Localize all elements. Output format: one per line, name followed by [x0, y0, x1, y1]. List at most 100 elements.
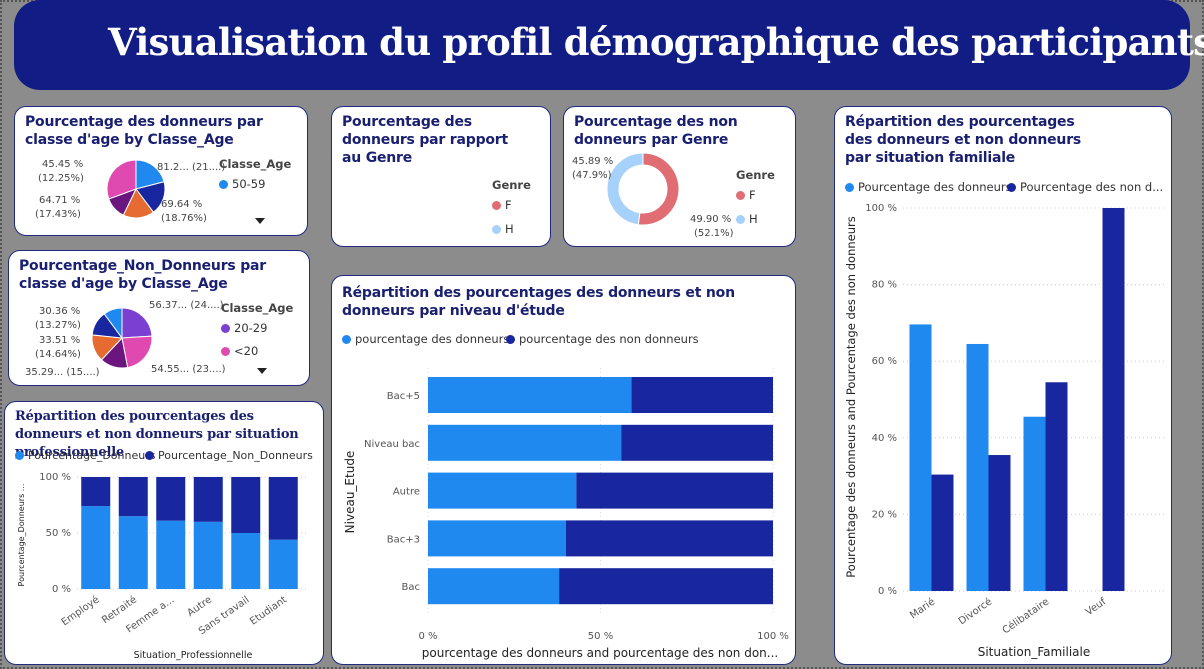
slice-label: 69.64 %: [161, 199, 203, 210]
slice-label: 33.51 %: [39, 335, 81, 346]
x-tick-label: 100 %: [757, 631, 789, 642]
bar-non-donneurs: [231, 477, 261, 533]
legend-item[interactable]: F: [736, 188, 756, 202]
slice-label: (17.43%): [35, 209, 81, 220]
legend-title: Genre: [736, 168, 775, 182]
legend-dot: [506, 335, 515, 344]
legend-dot: [221, 324, 230, 333]
legend-dot: [492, 201, 501, 210]
bar-non-donneurs: [193, 477, 223, 522]
genre-donneurs-card[interactable]: Pourcentage des donneurs par rapport au …: [331, 106, 551, 247]
bar-non-donneurs: [631, 377, 773, 413]
slice-label: 56.37... (24....): [149, 300, 224, 311]
x-tick-label: 50 %: [588, 631, 613, 642]
legend-label: <20: [234, 344, 259, 358]
legend-label: 20-29: [234, 321, 268, 335]
bar-donneurs: [118, 516, 148, 589]
fam-title: Répartition des pourcentages des donneur…: [845, 114, 1082, 166]
fam-bar-chart[interactable]: 0 % 20 % 40 % 60 % 80 % 100 % Marié Divorcé Céli…: [835, 107, 1172, 665]
bar-non-donneurs: [1102, 208, 1125, 591]
dashboard-title: Visualisation du profil démographique de…: [108, 20, 1204, 64]
bar-donneurs: [428, 377, 632, 413]
slice-label: 54.55... (23....): [151, 364, 226, 375]
y-tick-label: 100 %: [39, 472, 71, 483]
legend-item[interactable]: H: [736, 212, 758, 226]
etude-card[interactable]: Répartition des pourcentages des donneur…: [331, 275, 796, 665]
pie-slice: [135, 159, 165, 190]
slice-label: (12.25%): [38, 173, 84, 184]
legend-item[interactable]: H: [492, 222, 514, 236]
legend-label: pourcentage des non donneurs: [519, 332, 699, 346]
legend-item[interactable]: Pourcentage_Non_Donneurs: [145, 449, 313, 462]
slice-label: 45.89 %: [572, 156, 614, 167]
legend-item[interactable]: Pourcentage des donneurs: [845, 180, 1012, 194]
legend-label: 50-59: [232, 177, 266, 191]
bar-non-donneurs: [81, 477, 111, 507]
y-tick-label: Niveau bac: [364, 439, 420, 450]
legend-scroll-down-icon[interactable]: [257, 368, 267, 374]
pie-slice: [637, 152, 680, 226]
slice-label: 45.45 %: [42, 159, 84, 170]
y-axis-title: Niveau_Etude: [343, 451, 357, 534]
slice-label: 64.71 %: [39, 195, 81, 206]
slice-label: (47.9%): [572, 170, 612, 181]
legend-label: F: [749, 188, 756, 202]
genre-non-donneurs-donut[interactable]: [564, 107, 796, 247]
bar-non-donneurs: [566, 520, 773, 557]
legend-label: Pourcentage_Non_Donneurs: [158, 449, 313, 462]
bar-donneurs: [268, 539, 298, 589]
age-non-donneurs-card[interactable]: Pourcentage_Non_Donneurs par classe d'ag…: [8, 250, 310, 386]
genre-non-donneurs-card[interactable]: Pourcentage des non donneurs par Genre 4…: [563, 106, 796, 247]
age-donneurs-pie[interactable]: [15, 107, 308, 236]
bar-donneurs: [193, 521, 223, 589]
prof-card[interactable]: Répartition des pourcentages des donneur…: [4, 401, 324, 665]
x-tick-label: Employé: [59, 594, 101, 629]
legend-item[interactable]: F: [492, 198, 512, 212]
pie-slice: [121, 307, 153, 339]
fam-card[interactable]: Répartition des pourcentages des donneur…: [834, 106, 1172, 665]
age-non-donneurs-pie[interactable]: [9, 251, 310, 386]
pie-slice: [103, 307, 123, 340]
age-non-donneurs-title: Pourcentage_Non_Donneurs par classe d'ag…: [19, 258, 266, 292]
genre-donneurs-title: Pourcentage des donneurs par rapport au …: [342, 114, 509, 166]
y-axis-title: Pourcentage_Donneurs ...: [17, 484, 26, 587]
etude-title: Répartition des pourcentages des donneur…: [342, 285, 735, 319]
prof-title: Répartition des pourcentages des donneur…: [15, 409, 299, 460]
etude-bar-chart[interactable]: 0 % 50 % 100 % Bac+5 Niveau bac Autre Bac+3 Bac…: [332, 276, 796, 665]
y-tick-label: 60 %: [872, 356, 897, 367]
age-donneurs-title: Pourcentage des donneurs par classe d'ag…: [25, 114, 263, 148]
age-donneurs-card[interactable]: Pourcentage des donneurs par classe d'ag…: [14, 106, 308, 236]
legend-item[interactable]: <20: [221, 344, 258, 358]
y-tick-label: Bac+3: [387, 534, 420, 545]
x-tick-label: Divorcé: [956, 596, 994, 628]
legend-item[interactable]: Pourcentage des non d...: [1007, 180, 1163, 194]
pie-slice: [606, 152, 644, 226]
legend-item[interactable]: 50-59: [219, 177, 265, 191]
y-tick-label: 80 %: [872, 280, 897, 291]
legend-dot: [145, 451, 154, 460]
slice-label: (52.1%): [694, 228, 734, 239]
pie-slice: [106, 159, 137, 200]
legend-label: Pourcentage_Donneurs: [28, 449, 156, 462]
bar-donneurs: [156, 520, 186, 589]
legend-item[interactable]: pourcentage des donneurs: [342, 332, 509, 346]
x-tick-label: Veuf: [1084, 596, 1109, 618]
y-tick-label: Autre: [393, 487, 420, 498]
legend-title: Classe_Age: [221, 301, 294, 315]
legend-item[interactable]: Pourcentage_Donneurs: [15, 449, 155, 462]
legend-label: Pourcentage des donneurs: [858, 180, 1012, 194]
legend-label: F: [505, 198, 512, 212]
bar-non-donneurs: [988, 455, 1011, 591]
legend-scroll-down-icon[interactable]: [255, 218, 265, 224]
legend-item[interactable]: pourcentage des non donneurs: [506, 332, 699, 346]
legend-dot: [219, 180, 228, 189]
legend-item[interactable]: 20-29: [221, 321, 267, 335]
legend-label: H: [505, 222, 514, 236]
legend-dot: [342, 335, 351, 344]
x-axis-title: Situation_Familiale: [978, 645, 1091, 659]
bar-non-donneurs: [118, 477, 148, 517]
bar-non-donneurs: [268, 477, 298, 540]
y-tick-label: 50 %: [46, 528, 71, 539]
bar-non-donneurs: [931, 474, 954, 591]
